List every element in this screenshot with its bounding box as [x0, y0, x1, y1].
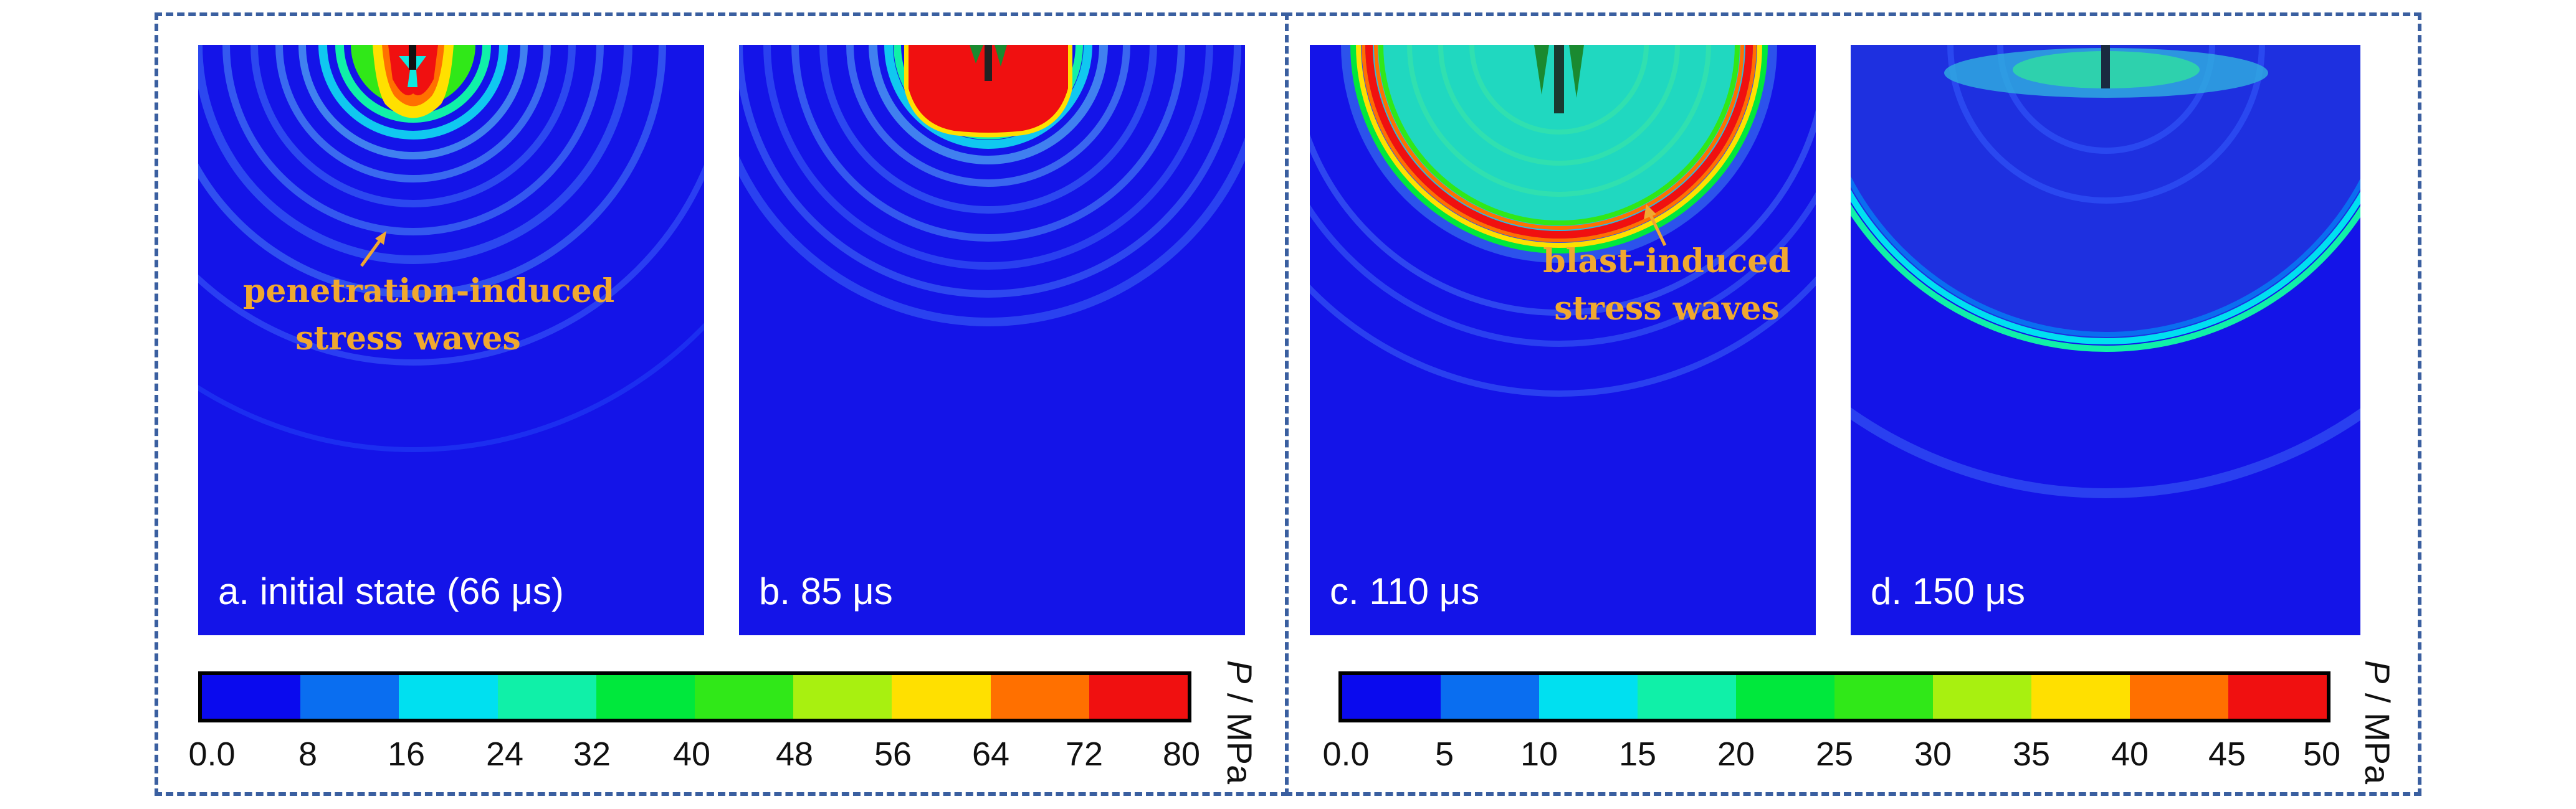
colorbar-right-seg	[1638, 675, 1736, 719]
panel-a-field	[198, 45, 704, 452]
colorbar-right-tick: 50	[2302, 736, 2341, 773]
colorbar-right-seg	[2031, 675, 2130, 719]
colorbar-left-seg	[399, 675, 498, 719]
panel-c-label: c. 110 μs	[1330, 570, 1480, 612]
colorbar-left-tick: 56	[874, 736, 912, 773]
panel-b-field	[739, 45, 1245, 326]
colorbar-left-seg	[990, 675, 1089, 719]
colorbar-left-tick: 48	[775, 736, 814, 773]
colorbar-right-tick: 5	[1434, 736, 1454, 773]
colorbar-left-seg	[596, 675, 695, 719]
panel-c-field	[1310, 45, 1816, 397]
colorbar-left-seg	[202, 675, 301, 719]
colorbar-left-tick: 64	[971, 736, 1010, 773]
panel-d: d. 150 μs	[1851, 45, 2360, 635]
penetration-arrow-icon	[360, 231, 386, 267]
colorbar-right-seg	[2130, 675, 2228, 719]
blast-annotation-line1: blast-induced	[1543, 242, 1791, 280]
colorbar-left-seg	[300, 675, 399, 719]
blast-annotation-line2: stress waves	[1554, 290, 1780, 328]
blast-annotation: blast-induced stress waves	[1533, 238, 1801, 333]
panel-d-label: d. 150 μs	[1871, 570, 2026, 612]
colorbar-left-seg	[793, 675, 892, 719]
panel-a-label: a. initial state (66 μs)	[218, 570, 564, 612]
colorbar-right-tick: 0.0	[1322, 736, 1370, 773]
colorbar-left-tick: 32	[573, 736, 611, 773]
colorbar-right-tick: 25	[1815, 736, 1854, 773]
colorbar-right-seg	[1834, 675, 1933, 719]
colorbar-right-tick: 40	[2111, 736, 2149, 773]
colorbar-right	[1338, 671, 2330, 722]
colorbar-left-tick: 72	[1065, 736, 1104, 773]
colorbar-right-tick: 10	[1520, 736, 1558, 773]
colorbar-left-tick: 80	[1162, 736, 1201, 773]
penetration-annotation: penetration-induced stress waves	[243, 268, 615, 362]
penetration-annotation-line1: penetration-induced	[243, 272, 615, 310]
colorbar-right-seg	[1736, 675, 1834, 719]
panel-a: a. initial state (66 μs)	[198, 45, 704, 635]
colorbar-left	[198, 671, 1191, 722]
right-group-frame	[1285, 12, 2421, 796]
colorbar-left-tick: 8	[298, 736, 318, 773]
colorbar-right-tick: 35	[2012, 736, 2051, 773]
colorbar-right-tick: 20	[1717, 736, 1755, 773]
colorbar-left-seg	[497, 675, 596, 719]
colorbar-left-seg	[695, 675, 794, 719]
panel-b: b. 85 μs	[739, 45, 1245, 635]
panel-b-label: b. 85 μs	[759, 570, 893, 612]
colorbar-left-seg	[1089, 675, 1188, 719]
colorbar-left-tick: 16	[387, 736, 426, 773]
panel-d-field	[1851, 45, 2360, 498]
colorbar-right-seg	[1539, 675, 1638, 719]
colorbar-right-unit-symbol: P	[2358, 660, 2397, 684]
panel-c: c. 110 μs	[1310, 45, 1816, 635]
colorbar-right-tick: 30	[1914, 736, 1952, 773]
blast-arrow-icon	[1644, 204, 1667, 247]
colorbar-left-tick: 0.0	[188, 736, 236, 773]
colorbar-right-seg	[1441, 675, 1539, 719]
colorbar-right-unit: P / MPa	[2357, 660, 2398, 784]
colorbar-right-tick: 45	[2208, 736, 2246, 773]
colorbar-left-unit: P / MPa	[1219, 660, 1260, 784]
colorbar-left-unit-symbol: P	[1220, 660, 1259, 684]
colorbar-right-seg	[2228, 675, 2327, 719]
colorbar-right-tick: 15	[1618, 736, 1657, 773]
colorbar-left-seg	[892, 675, 991, 719]
penetration-annotation-line2: stress waves	[295, 319, 521, 357]
colorbar-right-seg	[1342, 675, 1441, 719]
colorbar-right-seg	[1933, 675, 2031, 719]
colorbar-left-tick: 24	[485, 736, 524, 773]
colorbar-left-unit-rest: / MPa	[1220, 683, 1259, 785]
colorbar-right-unit-rest: / MPa	[2358, 683, 2397, 785]
colorbar-left-tick: 40	[672, 736, 711, 773]
